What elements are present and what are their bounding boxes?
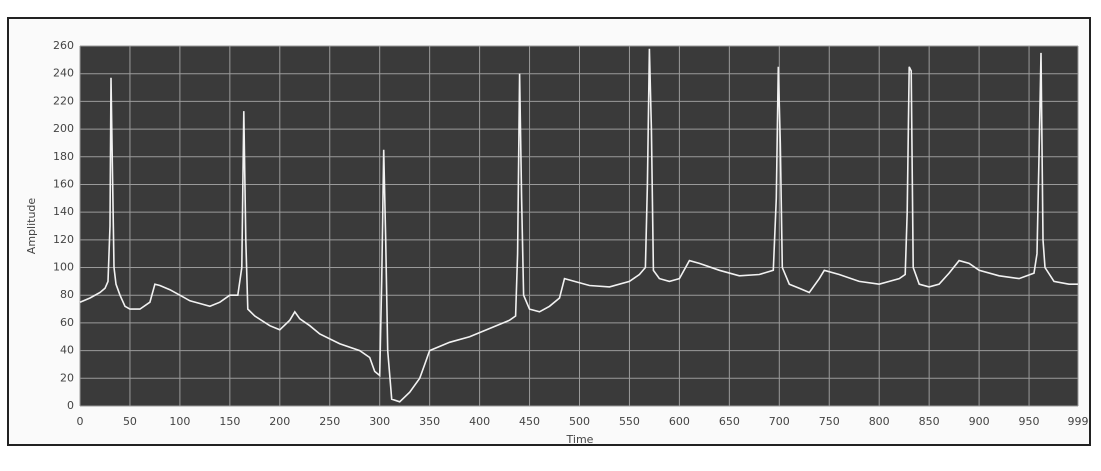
x-tick-label: 250 [319,415,340,428]
x-tick-label: 400 [469,415,490,428]
x-axis-title: Time [566,433,594,446]
x-tick-label: 999 [1068,415,1089,428]
x-tick-label: 200 [269,415,290,428]
y-axis-title: Amplitude [25,198,38,255]
x-tick-label: 550 [619,415,640,428]
y-tick-label: 260 [53,39,74,52]
x-tick-label: 600 [669,415,690,428]
x-tick-label: 700 [769,415,790,428]
y-tick-label: 60 [60,316,74,329]
x-tick-label: 800 [869,415,890,428]
x-tick-label: 150 [219,415,240,428]
x-tick-label: 50 [123,415,137,428]
x-tick-label: 0 [77,415,84,428]
y-tick-label: 40 [60,344,74,357]
x-tick-label: 450 [519,415,540,428]
y-tick-label: 0 [67,399,74,412]
y-tick-label: 160 [53,177,74,190]
x-tick-label: 750 [819,415,840,428]
x-tick-label: 350 [419,415,440,428]
y-tick-label: 240 [53,67,74,80]
x-tick-label: 500 [569,415,590,428]
chart: Time Amplitude 0 20 40 60 80 100 120 140 160 180 2… [0,0,1101,467]
y-tick-label: 120 [53,233,74,246]
x-tick-label: 900 [969,415,990,428]
x-tick-label: 100 [169,415,190,428]
y-tick-label: 180 [53,150,74,163]
x-tick-label: 850 [919,415,940,428]
x-tick-label: 950 [1019,415,1040,428]
y-tick-label: 20 [60,371,74,384]
y-tick-label: 220 [53,94,74,107]
y-tick-label: 100 [53,261,74,274]
x-tick-label: 300 [369,415,390,428]
y-tick-label: 200 [53,122,74,135]
x-tick-label: 650 [719,415,740,428]
y-tick-label: 140 [53,205,74,218]
y-tick-label: 80 [60,288,74,301]
